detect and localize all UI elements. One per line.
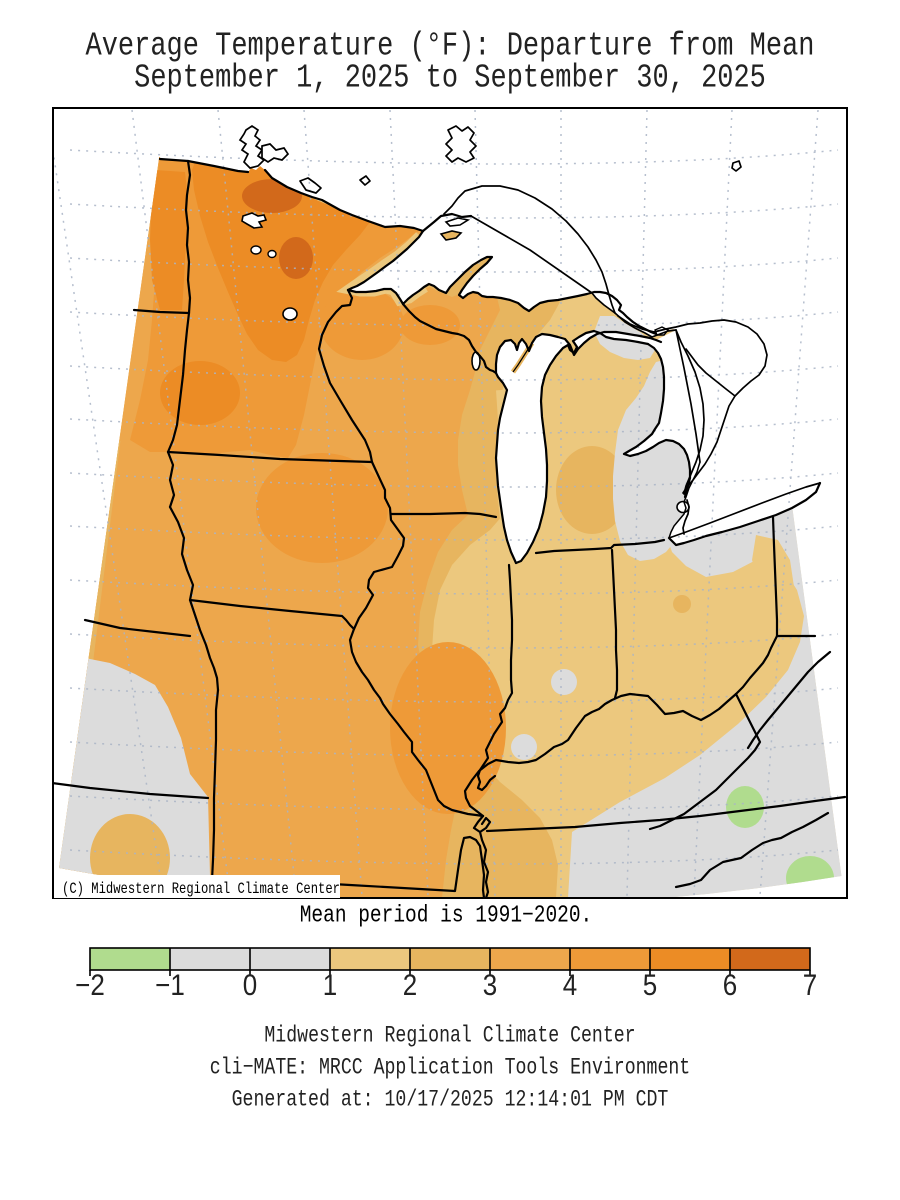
svg-text:3: 3 xyxy=(483,968,497,1001)
svg-text:Average Temperature (°F): Depa: Average Temperature (°F): Departure from… xyxy=(86,28,815,65)
svg-text:Generated at: 10/17/2025 12:14: Generated at: 10/17/2025 12:14:01 PM CDT xyxy=(232,1088,669,1113)
svg-text:6: 6 xyxy=(723,968,737,1001)
svg-text:0: 0 xyxy=(243,968,257,1001)
svg-text:Mean period is 1991−2020.: Mean period is 1991−2020. xyxy=(300,902,593,929)
svg-text:2: 2 xyxy=(403,968,417,1001)
svg-text:1: 1 xyxy=(323,968,337,1001)
svg-text:−1: −1 xyxy=(155,968,185,1001)
svg-text:September 1, 2025 to September: September 1, 2025 to September 30, 2025 xyxy=(134,60,766,97)
svg-text:7: 7 xyxy=(803,968,817,1001)
svg-text:(C) Midwestern Regional Climat: (C) Midwestern Regional Climate Center xyxy=(62,881,340,899)
svg-text:−2: −2 xyxy=(75,968,105,1001)
svg-text:5: 5 xyxy=(643,968,657,1001)
svg-text:Midwestern Regional Climate Ce: Midwestern Regional Climate Center xyxy=(264,1024,635,1049)
svg-text:cli−MATE: MRCC Application Too: cli−MATE: MRCC Application Tools Environ… xyxy=(210,1056,690,1081)
svg-text:4: 4 xyxy=(563,968,577,1001)
